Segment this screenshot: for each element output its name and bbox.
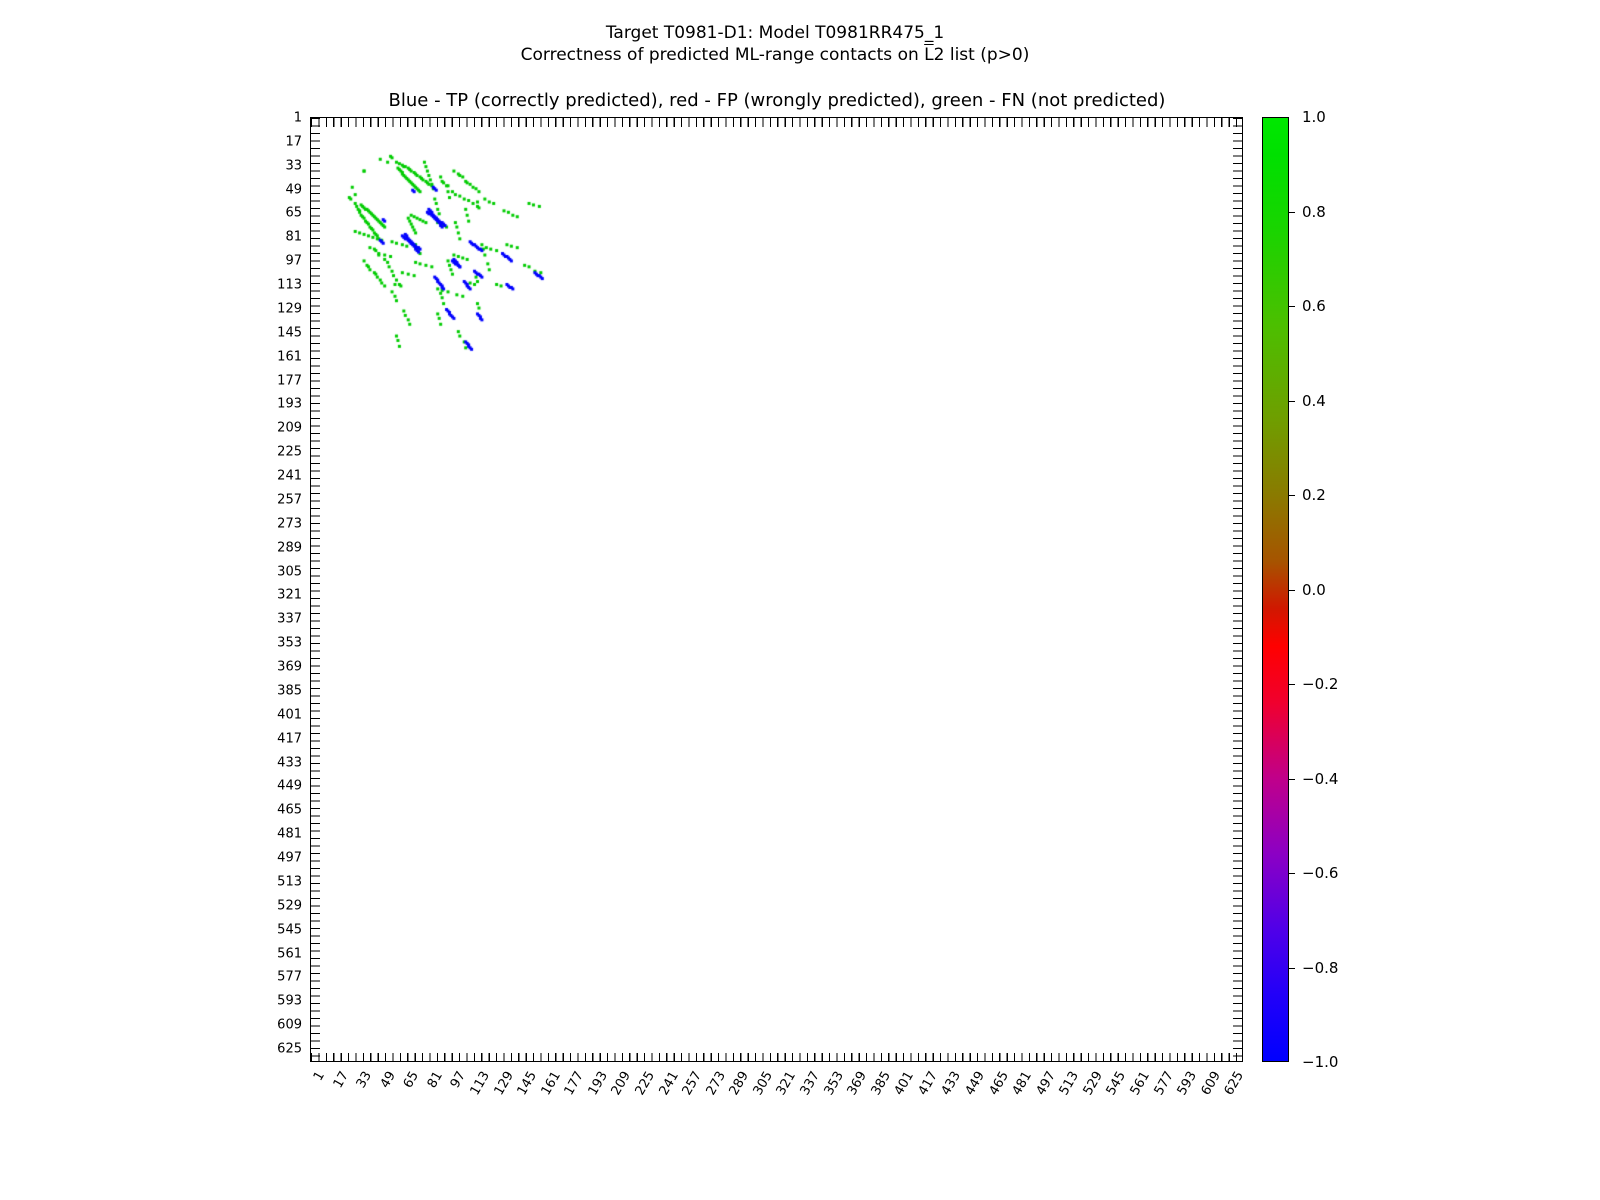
y-tick-label: 545 (277, 922, 302, 938)
y-tick-label: 497 (277, 850, 302, 866)
colorbar-tick-label: 0.2 (1302, 486, 1326, 504)
y-tick-label: 417 (277, 731, 302, 747)
chart-title-overline-l: L (924, 45, 934, 65)
y-tick-label: 465 (277, 802, 302, 818)
y-tick-label: 113 (277, 277, 302, 293)
y-tick-label: 33 (285, 158, 302, 174)
y-tick-label: 17 (285, 134, 302, 150)
contact-map-plot-area (310, 117, 1243, 1062)
y-tick-label: 337 (277, 611, 302, 627)
y-tick-label: 209 (277, 420, 302, 436)
colorbar-tick-label: −0.8 (1302, 958, 1339, 977)
colorbar-tick-mark (1289, 306, 1295, 307)
y-tick-label: 177 (277, 373, 302, 389)
chart-title-line2: Correctness of predicted ML-range contac… (0, 44, 1550, 66)
chart-title-line1: Target T0981-D1: Model T0981RR475_1 (605, 23, 945, 43)
y-tick-label: 97 (285, 253, 302, 269)
colorbar-tick-mark (1289, 873, 1295, 874)
y-tick-label: 129 (277, 301, 302, 317)
colorbar-tick-mark (1289, 778, 1295, 780)
colorbar-tick-mark (1289, 684, 1295, 685)
chart-title-line2-suffix: 2 list (p>0) (933, 45, 1030, 65)
colorbar-tick-label: −1.0 (1302, 1053, 1339, 1071)
y-tick-label: 609 (277, 1017, 302, 1033)
y-tick-label: 449 (277, 778, 302, 794)
colorbar (1262, 117, 1289, 1062)
colorbar-tick-mark (1289, 400, 1295, 402)
y-tick-label: 65 (285, 205, 302, 221)
colorbar-tick-mark (1289, 589, 1295, 591)
y-tick-label: 49 (285, 182, 302, 198)
contact-map-canvas (311, 118, 1242, 1061)
y-tick-label: 193 (277, 396, 302, 412)
colorbar-tick-label: 1.0 (1302, 108, 1326, 126)
colorbar-tick-label: −0.6 (1302, 864, 1339, 882)
colorbar-tick-label: −0.4 (1302, 769, 1339, 788)
y-tick-label: 289 (277, 540, 302, 556)
y-tick-label: 257 (277, 492, 302, 508)
colorbar-tick-label: 0.8 (1302, 202, 1326, 221)
colorbar-tick-label: 0.4 (1302, 391, 1326, 410)
y-tick-label: 81 (285, 229, 302, 245)
y-tick-label: 625 (277, 1041, 302, 1057)
y-tick-label: 433 (277, 755, 302, 771)
y-tick-label: 273 (277, 516, 302, 532)
y-tick-label: 305 (277, 564, 302, 580)
y-tick-label: 225 (277, 444, 302, 460)
y-tick-label: 401 (277, 707, 302, 723)
y-tick-label: 161 (277, 349, 302, 365)
colorbar-tick-label: −0.2 (1302, 675, 1339, 693)
y-tick-label: 369 (277, 659, 302, 675)
y-tick-label: 1 (293, 110, 302, 126)
chart-title-line2-prefix: Correctness of predicted ML-range contac… (520, 45, 925, 65)
y-tick-label: 513 (277, 874, 302, 890)
colorbar-tick-mark (1289, 211, 1295, 213)
colorbar-tick-mark (1289, 495, 1295, 496)
chart-title-block: Target T0981-D1: Model T0981RR475_1 Corr… (0, 22, 1550, 66)
y-tick-label: 321 (277, 587, 302, 603)
y-tick-label: 529 (277, 898, 302, 914)
y-tick-label: 385 (277, 683, 302, 699)
y-tick-label: 481 (277, 826, 302, 842)
y-tick-label: 577 (277, 969, 302, 985)
chart-legend-caption: Blue - TP (correctly predicted), red - F… (388, 90, 1166, 111)
colorbar-tick-label: 0.0 (1302, 580, 1326, 599)
y-tick-label: 241 (277, 468, 302, 484)
y-tick-label: 145 (277, 325, 302, 341)
y-tick-label: 353 (277, 635, 302, 651)
colorbar-tick-label: 0.6 (1302, 297, 1326, 315)
y-tick-label: 561 (277, 946, 302, 962)
colorbar-tick-mark (1289, 967, 1295, 969)
y-tick-label: 593 (277, 993, 302, 1009)
